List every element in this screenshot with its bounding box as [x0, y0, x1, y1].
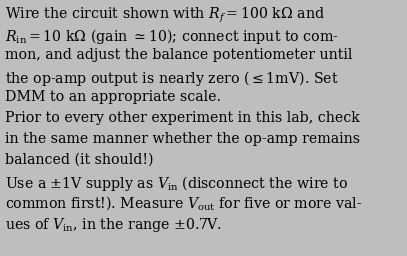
Text: Use a $\pm$1V supply as $V_{\mathrm{in}}$ (disconnect the wire to: Use a $\pm$1V supply as $V_{\mathrm{in}}… [5, 174, 348, 193]
Text: the op-amp output is nearly zero ($\leq 1$mV). Set: the op-amp output is nearly zero ($\leq … [5, 69, 339, 88]
Text: balanced (it should!): balanced (it should!) [5, 153, 153, 167]
Text: common first!). Measure $V_{\mathrm{out}}$ for five or more val-: common first!). Measure $V_{\mathrm{out}… [5, 195, 362, 212]
Text: ues of $V_{\mathrm{in}}$, in the range $\pm$0.7V.: ues of $V_{\mathrm{in}}$, in the range $… [5, 216, 222, 233]
Text: $R_{\mathrm{in}} = 10$ k$\Omega$ (gain $\simeq 10$); connect input to com-: $R_{\mathrm{in}} = 10$ k$\Omega$ (gain $… [5, 27, 339, 46]
Text: Prior to every other experiment in this lab, check: Prior to every other experiment in this … [5, 111, 360, 125]
Text: mon, and adjust the balance potentiometer until: mon, and adjust the balance potentiomete… [5, 48, 352, 62]
Text: DMM to an appropriate scale.: DMM to an appropriate scale. [5, 90, 221, 104]
Text: in the same manner whether the op-amp remains: in the same manner whether the op-amp re… [5, 132, 360, 146]
Text: Wire the circuit shown with $R_f = 100$ k$\Omega$ and: Wire the circuit shown with $R_f = 100$ … [5, 6, 325, 25]
